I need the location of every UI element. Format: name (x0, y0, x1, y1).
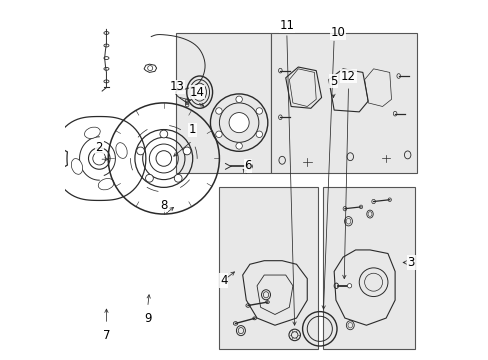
Circle shape (215, 131, 222, 138)
Circle shape (174, 174, 182, 182)
Circle shape (235, 143, 242, 149)
Circle shape (136, 147, 144, 155)
Text: 6: 6 (244, 159, 251, 172)
Text: 10: 10 (329, 27, 345, 40)
Bar (271, 33, 416, 173)
Circle shape (156, 151, 171, 166)
Ellipse shape (116, 143, 127, 158)
Ellipse shape (98, 179, 114, 190)
Text: 1: 1 (188, 123, 196, 136)
Ellipse shape (71, 158, 82, 174)
Text: 5: 5 (329, 75, 336, 88)
Circle shape (160, 130, 167, 138)
Text: 13: 13 (169, 80, 184, 93)
Bar (323, 187, 414, 348)
Circle shape (145, 174, 153, 182)
Text: 4: 4 (220, 274, 227, 287)
Bar (176, 33, 271, 173)
Ellipse shape (84, 127, 100, 139)
Circle shape (256, 131, 262, 138)
Circle shape (256, 108, 262, 114)
Text: 14: 14 (189, 86, 204, 99)
Circle shape (235, 96, 242, 103)
Circle shape (346, 284, 351, 288)
Text: 7: 7 (102, 329, 110, 342)
Circle shape (183, 147, 191, 155)
Text: 8: 8 (160, 199, 167, 212)
Text: 9: 9 (143, 311, 151, 325)
Circle shape (228, 113, 249, 133)
Bar (219, 187, 317, 348)
Circle shape (215, 108, 222, 114)
Text: 12: 12 (340, 69, 355, 82)
Text: 2: 2 (95, 141, 103, 154)
Text: 3: 3 (407, 256, 414, 269)
Text: 11: 11 (279, 19, 294, 32)
